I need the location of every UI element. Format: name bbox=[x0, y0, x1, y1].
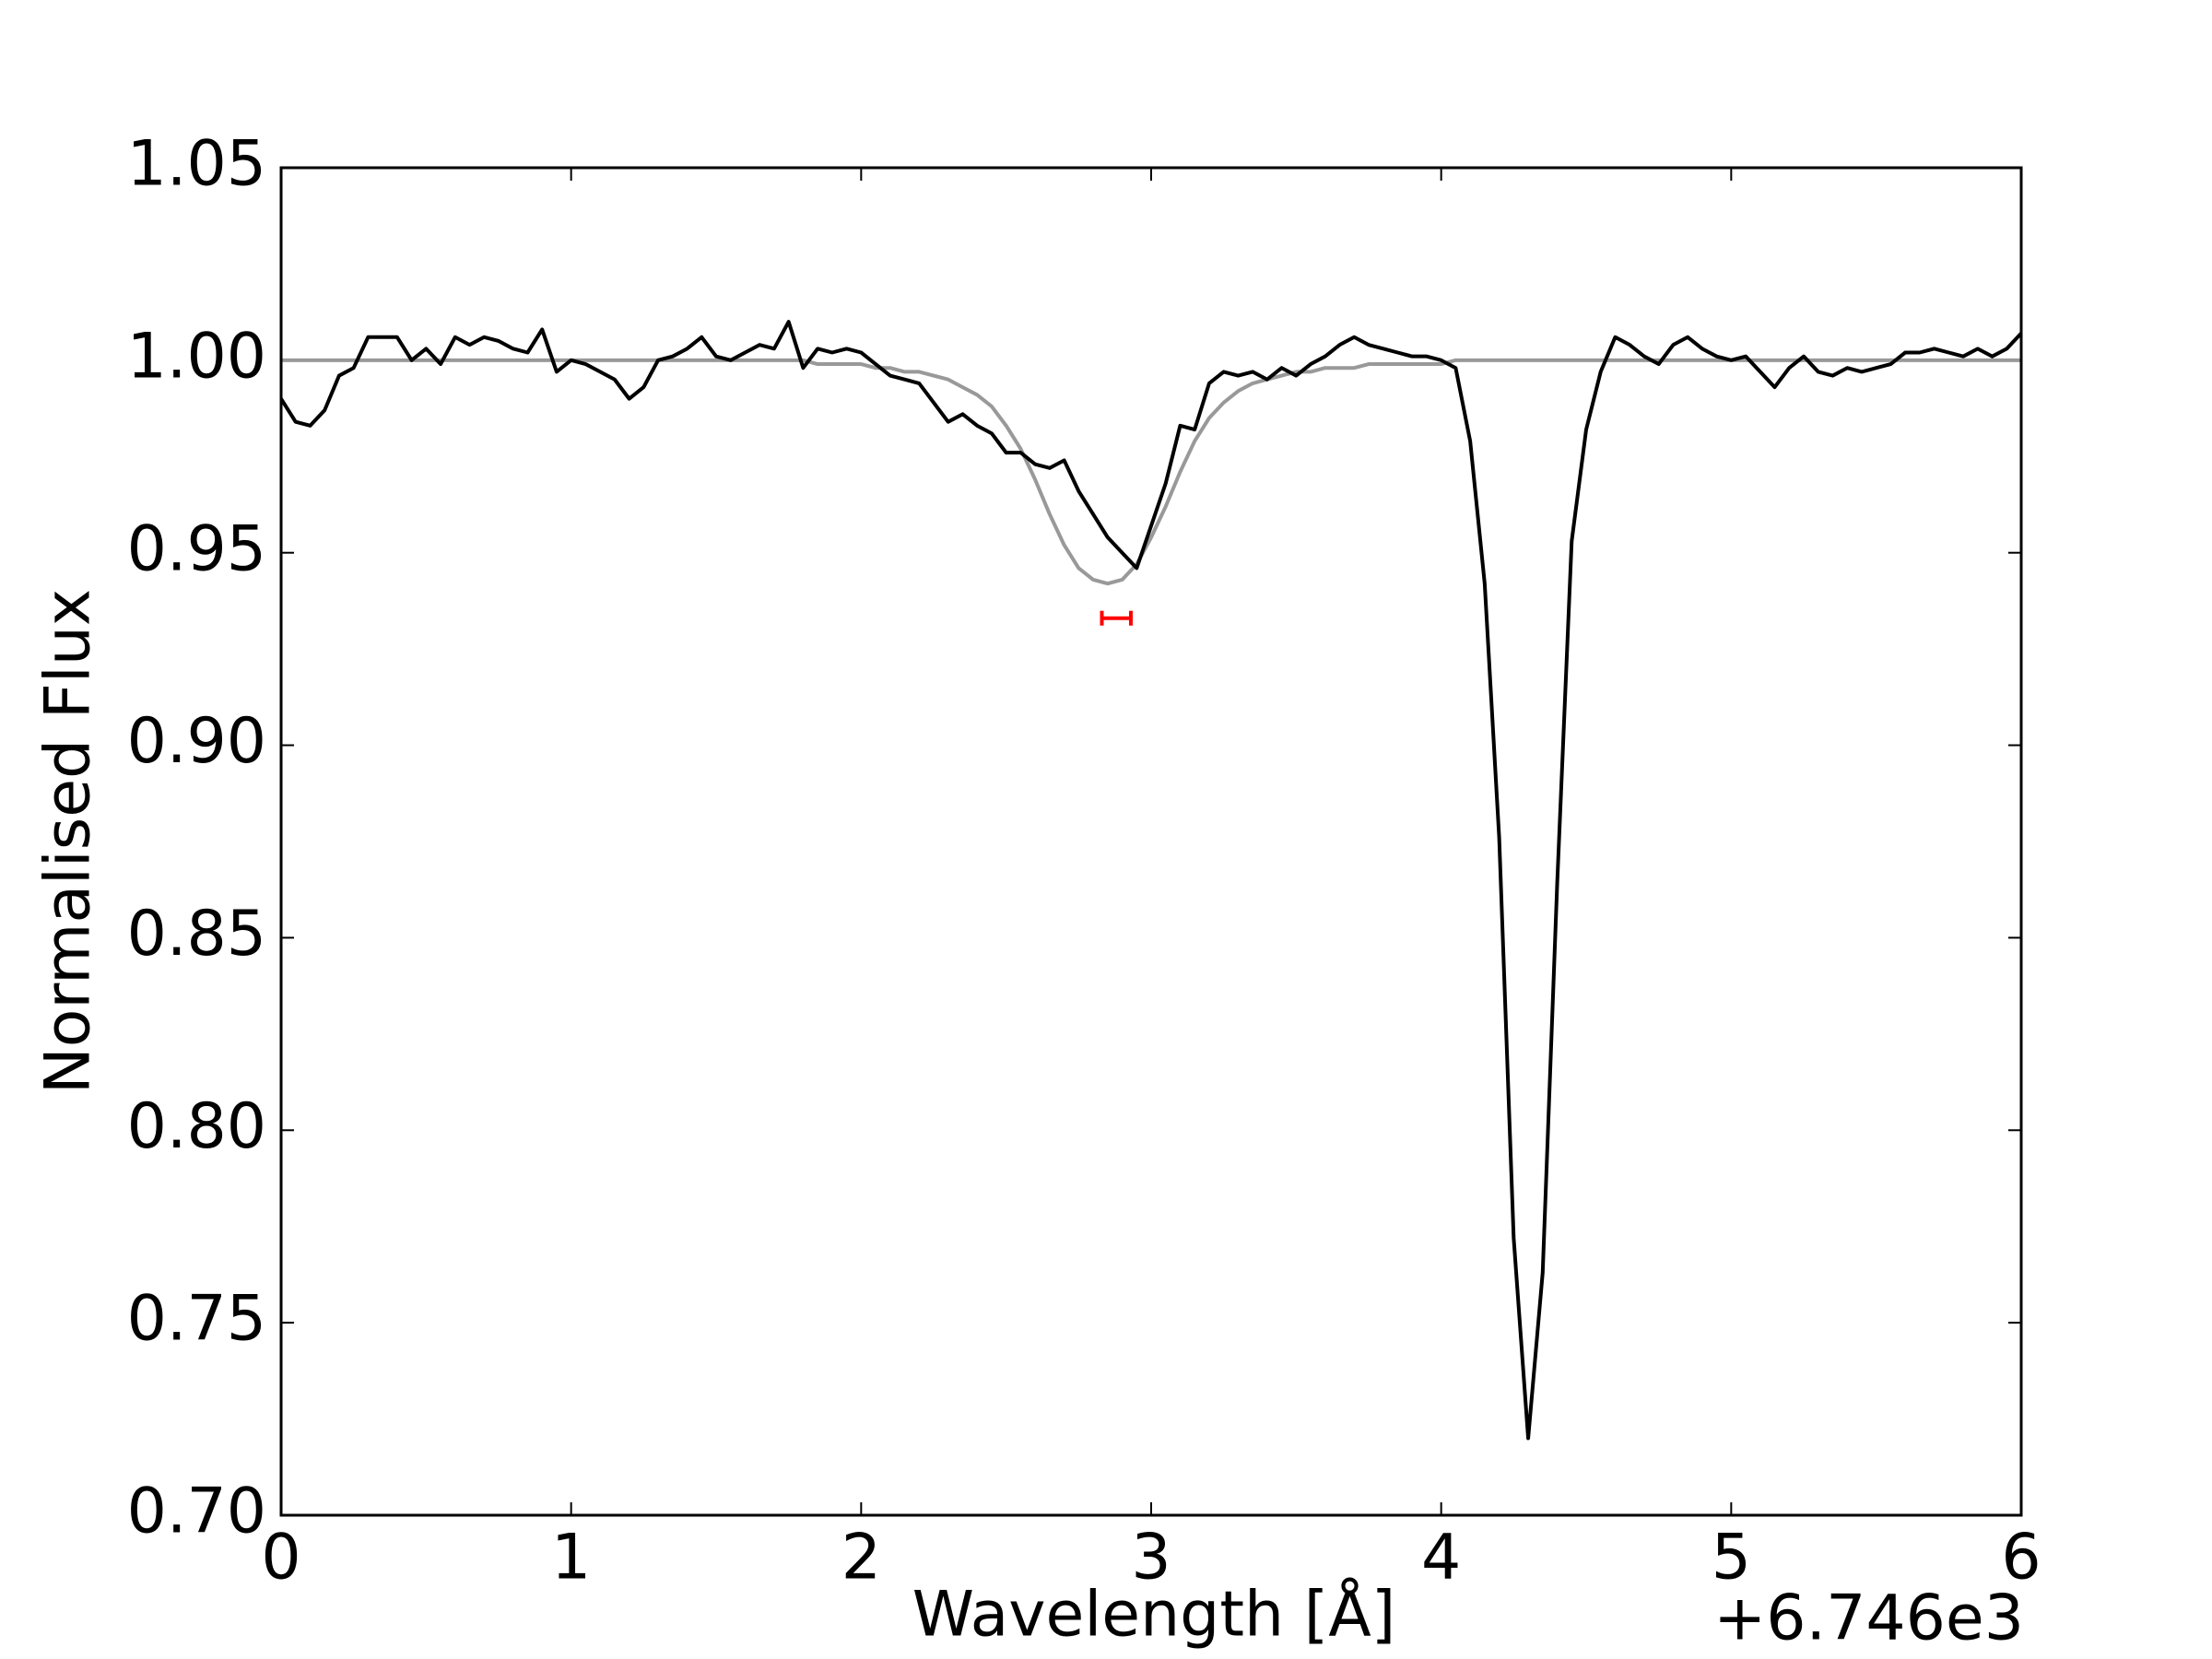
x-tick-label: 1 bbox=[551, 1522, 591, 1594]
x-offset-label: +6.746e3 bbox=[1713, 1583, 2024, 1655]
x-axis-label: Wavelength [Å] bbox=[912, 1577, 1396, 1652]
y-tick-label: 0.90 bbox=[127, 705, 266, 778]
y-tick-label: 0.70 bbox=[127, 1476, 266, 1548]
x-tick-label: 2 bbox=[841, 1522, 881, 1594]
plot-frame bbox=[279, 166, 2023, 1517]
x-tick-label: 6 bbox=[2001, 1522, 2041, 1594]
y-tick-label: 0.75 bbox=[127, 1283, 266, 1356]
x-tick-label: 5 bbox=[1712, 1522, 1751, 1594]
y-axis-label: Normalised Flux bbox=[32, 589, 105, 1094]
y-tick-label: 1.05 bbox=[127, 128, 266, 201]
x-tick-label: 3 bbox=[1131, 1522, 1171, 1594]
spectrum-line bbox=[279, 320, 2023, 1441]
x-tick-label: 0 bbox=[261, 1522, 300, 1594]
x-tick-label: 4 bbox=[1421, 1522, 1461, 1594]
y-tick-label: 0.80 bbox=[127, 1090, 266, 1163]
y-tick-label: 0.95 bbox=[127, 512, 266, 585]
y-tick-label: 1.00 bbox=[127, 320, 266, 393]
y-tick-label: 0.85 bbox=[127, 898, 266, 971]
